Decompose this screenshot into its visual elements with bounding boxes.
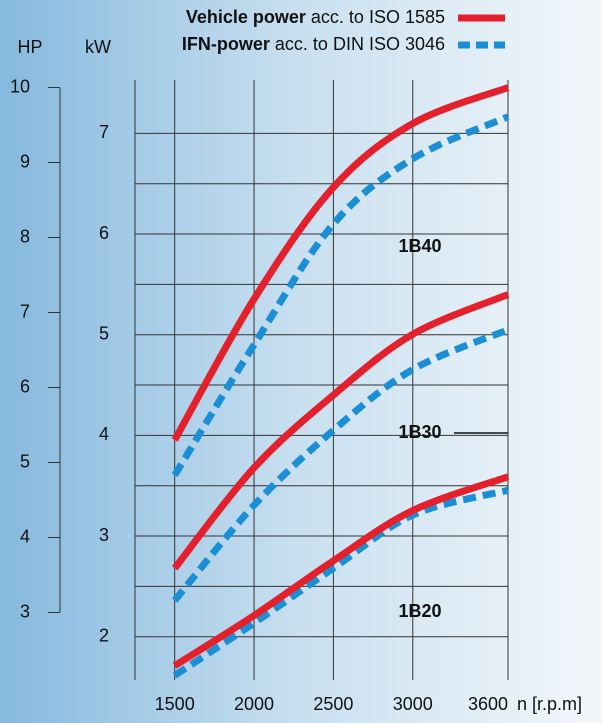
y2-tick-label: 3 bbox=[99, 525, 109, 545]
y-tick-label: 7 bbox=[20, 301, 30, 321]
legend-entry: IFN-power acc. to DIN ISO 3046 bbox=[182, 34, 445, 54]
x-tick-label: 2000 bbox=[234, 694, 274, 714]
y-tick-label: 10 bbox=[10, 76, 30, 96]
series-label: 1B30 bbox=[398, 422, 441, 442]
y2-tick-label: 4 bbox=[99, 424, 109, 444]
y-tick-label: 4 bbox=[20, 526, 30, 546]
curve-vehicle bbox=[171, 291, 510, 571]
legend-bold: IFN-power bbox=[182, 34, 270, 54]
legend-text: acc. to ISO 1585 bbox=[311, 7, 445, 27]
y2-tick-label: 5 bbox=[99, 323, 109, 343]
x-axis-label: n [r.p.m] bbox=[517, 694, 582, 714]
y-tick-label: 6 bbox=[20, 376, 30, 396]
y-tick-label: 8 bbox=[20, 226, 30, 246]
y-tick-label: 5 bbox=[20, 451, 30, 471]
y2-tick-label: 6 bbox=[99, 223, 109, 243]
y2-tick-label: 7 bbox=[99, 122, 109, 142]
curve-ifn bbox=[172, 486, 509, 679]
legend-text: acc. to DIN ISO 3046 bbox=[275, 34, 445, 54]
y-tick-label: 3 bbox=[20, 601, 30, 621]
y-axis-label: HP bbox=[17, 37, 42, 57]
legend-bold: Vehicle power bbox=[186, 7, 306, 27]
curve-vehicle bbox=[171, 84, 510, 442]
curve-ifn bbox=[171, 326, 510, 603]
curve-vehicle bbox=[172, 473, 510, 669]
series-label: 1B20 bbox=[398, 601, 441, 621]
y-tick-label: 9 bbox=[20, 151, 30, 171]
series-label: 1B40 bbox=[398, 236, 441, 256]
x-tick-label: 2500 bbox=[313, 694, 353, 714]
legend: Vehicle power acc. to ISO 1585 IFN-power… bbox=[182, 7, 445, 54]
x-tick-label: 3000 bbox=[393, 694, 433, 714]
curve-ifn bbox=[171, 113, 510, 478]
y2-tick-label: 2 bbox=[99, 625, 109, 645]
x-tick-label: 1500 bbox=[155, 694, 195, 714]
y2-axis-label: kW bbox=[85, 37, 111, 57]
legend-entry: Vehicle power acc. to ISO 1585 bbox=[186, 7, 445, 27]
x-tick-label: 3600 bbox=[468, 694, 508, 714]
